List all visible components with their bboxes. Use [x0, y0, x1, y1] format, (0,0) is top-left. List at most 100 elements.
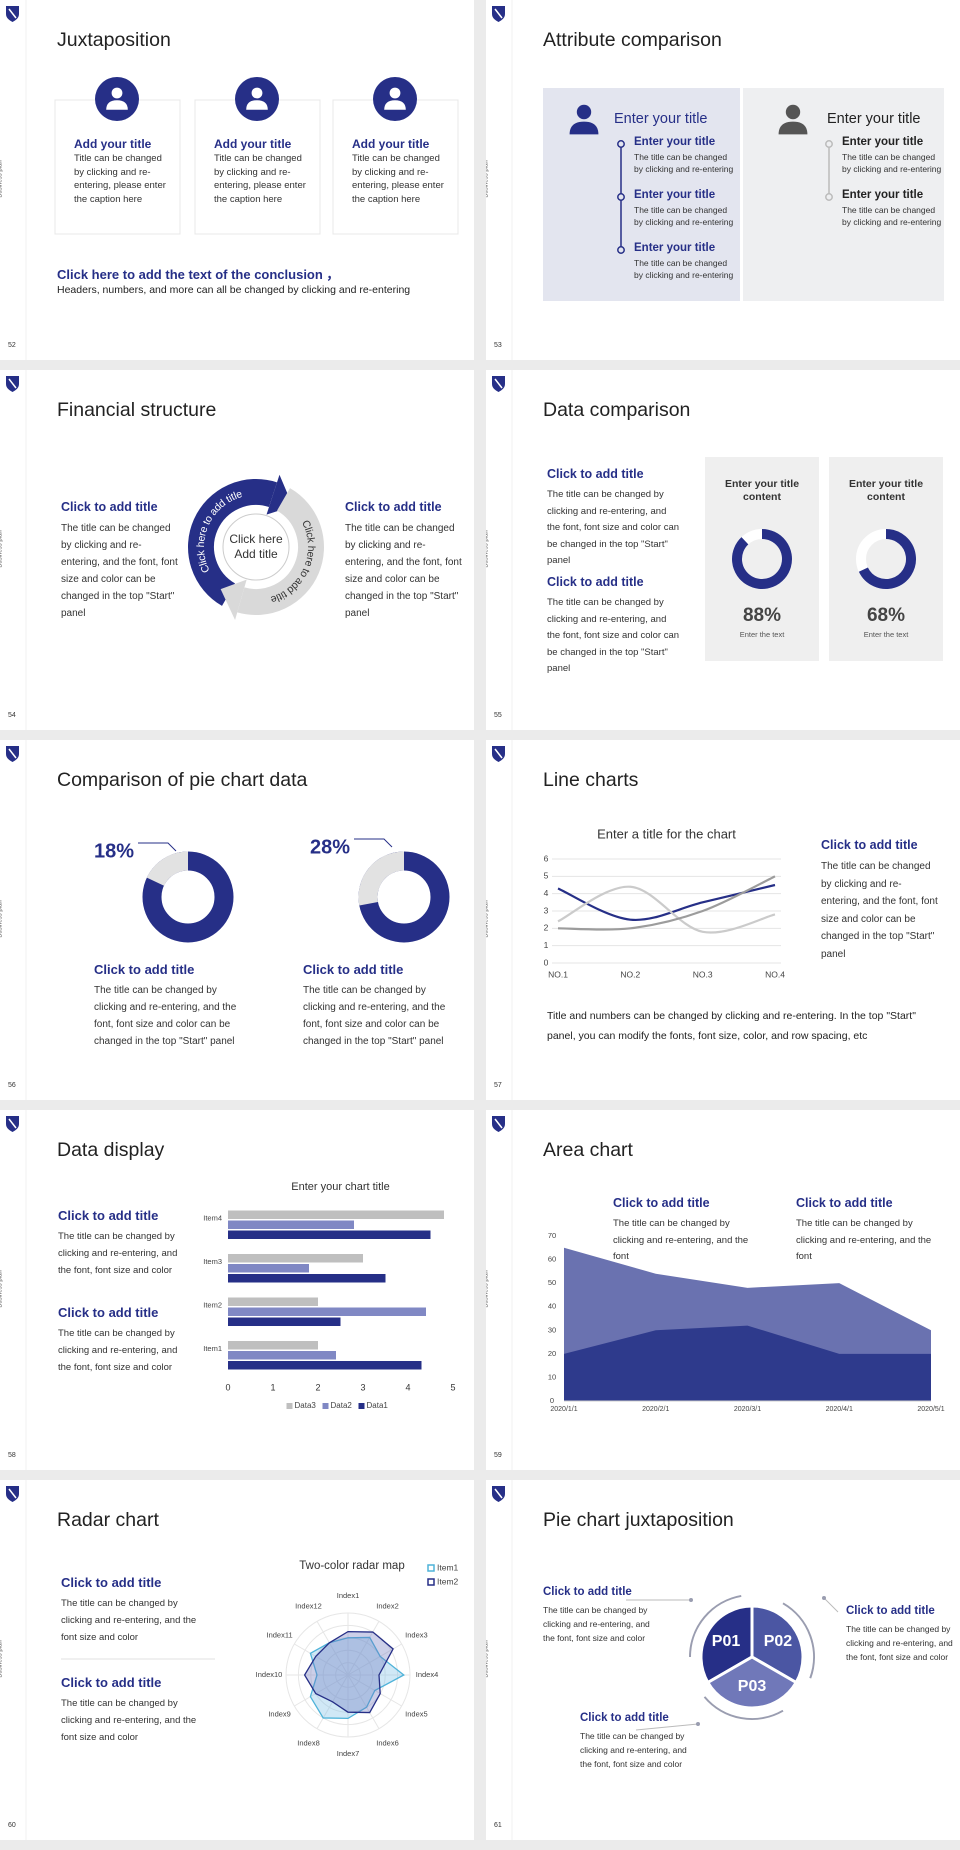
axis-label: Index4: [416, 1670, 439, 1679]
block-title: Click to add title: [821, 838, 918, 852]
bar: [228, 1361, 422, 1370]
slide-number: 55: [494, 712, 502, 719]
card-title: Add your title: [214, 137, 292, 151]
axis-label: Index10: [256, 1670, 283, 1679]
legend-swatch: [427, 1578, 435, 1586]
block-title: Click to add title: [58, 1305, 159, 1320]
card-text: Title can be changed by clicking and re-…: [214, 153, 306, 205]
slide-title: Data comparison: [543, 399, 691, 421]
block-text: The title can be changed by clicking and…: [345, 523, 462, 619]
bar: [228, 1254, 363, 1263]
item-title: Enter your title: [634, 242, 716, 254]
segment-label: P01: [712, 1633, 741, 1650]
slide: Business plan 53 Attribute comparison Enter…: [486, 0, 960, 360]
card: [194, 99, 321, 235]
card-title: Add your title: [352, 137, 430, 151]
center-circle: [222, 513, 290, 581]
bar: [228, 1264, 309, 1273]
x-tick-label: 2020/1/1: [550, 1406, 577, 1413]
slide: Click here to add title Click here to add…: [0, 370, 474, 730]
block-title: Click to add title: [543, 1586, 632, 1598]
block-text: The title can be changed by clicking and…: [547, 597, 680, 674]
cycle-arc: [188, 479, 277, 606]
x-tick-label: NO.2: [620, 969, 640, 979]
y-tick-label: 0: [550, 1396, 554, 1405]
slide-graphics: Enter a title for the chart 0 1 2 3 4 5 6 NO.1 NO…: [492, 740, 785, 1100]
caption: Enter the text: [864, 630, 910, 639]
line-series: [557, 885, 776, 934]
value-label: 18%: [94, 840, 134, 862]
y-tick-label: Item4: [203, 1214, 222, 1223]
slide-number: 54: [8, 712, 16, 719]
cycle-arrow: [220, 579, 247, 621]
legend-label: Data2: [331, 1401, 353, 1410]
radar-spoke: [316, 1621, 349, 1676]
item-text: The title can be changed by clicking and…: [634, 205, 734, 227]
connector: [823, 1597, 839, 1613]
logo-mark: [494, 378, 503, 389]
connector: [635, 1723, 699, 1731]
panel-heading: Enter your title: [827, 111, 921, 127]
x-tick-label: NO.1: [548, 969, 568, 979]
block-text: The title can be changed by clicking and…: [58, 1328, 178, 1373]
radar-series: [309, 1636, 405, 1720]
block-title: Click to add title: [61, 1675, 162, 1690]
cycle-arc: [237, 488, 324, 615]
slide-number: 59: [494, 1452, 502, 1459]
legend-swatch: [322, 1403, 329, 1409]
logo-mark: [8, 1118, 17, 1129]
bar: [228, 1351, 336, 1360]
connector-dot: [696, 1722, 700, 1726]
logo-mark: [8, 8, 17, 19]
slide: Enter a title for the chart 0 1 2 3 4 5 6 NO.1 NO…: [486, 740, 960, 1100]
item-text: The title can be changed by clicking and…: [842, 205, 942, 227]
card-title: Enter your title content: [848, 478, 924, 503]
legend-label: Data3: [295, 1401, 317, 1410]
side-label: Business plan: [0, 900, 4, 938]
y-tick-label: 70: [548, 1231, 556, 1240]
block-text: The title can be changed by clicking and…: [580, 1731, 687, 1769]
slide-graphics: [492, 0, 944, 360]
axis-label: Index3: [405, 1630, 428, 1639]
note: Title and numbers can be changed by clic…: [547, 1010, 916, 1042]
x-tick-label: NO.3: [693, 969, 713, 979]
y-tick-label: Item1: [203, 1344, 222, 1353]
icon-body: [106, 100, 128, 110]
slide-number: 53: [494, 342, 502, 349]
block-title: Click to add title: [796, 1196, 893, 1210]
side-label: Business plan: [0, 1270, 4, 1308]
logo-mark: [8, 1488, 17, 1499]
chart-title: Enter your chart title: [291, 1181, 389, 1193]
legend-swatch: [286, 1403, 293, 1409]
item-text: The title can be changed by clicking and…: [634, 152, 734, 174]
bar: [228, 1341, 318, 1350]
side-label: Business plan: [0, 530, 4, 568]
caption: Enter the text: [740, 630, 786, 639]
y-tick-label: 4: [544, 888, 549, 898]
block-text: The title can be changed by clicking and…: [61, 523, 178, 619]
block-text: The title can be changed by clicking and…: [821, 861, 938, 960]
block-title: Click to add title: [547, 575, 644, 589]
slide-number: 52: [8, 342, 16, 349]
slide-number: 58: [8, 1452, 16, 1459]
chart-title: Two-color radar map: [299, 1560, 404, 1572]
slide-title: Financial structure: [57, 399, 217, 421]
donut-arc: [358, 851, 405, 906]
slide: P01 P02 P03 Business plan 61 Pie chart juxtap…: [486, 1480, 960, 1840]
side-label: Business plan: [0, 1640, 4, 1678]
icon-body: [246, 100, 268, 110]
logo-mark: [494, 8, 503, 19]
slide-title: Line charts: [543, 769, 639, 791]
x-tick-label: 2020/2/1: [642, 1406, 669, 1413]
x-tick-label: 5: [450, 1382, 455, 1392]
legend-label: Data1: [367, 1401, 389, 1410]
bar: [228, 1220, 354, 1229]
block-title: Click to add title: [580, 1712, 669, 1724]
logo-mark: [494, 1118, 503, 1129]
card: [54, 99, 181, 235]
axis-label: Index6: [376, 1738, 399, 1747]
radar-spoke: [347, 1674, 380, 1729]
x-tick-label: 4: [405, 1382, 410, 1392]
x-tick-label: 0: [225, 1382, 230, 1392]
leader-line: [354, 838, 393, 848]
